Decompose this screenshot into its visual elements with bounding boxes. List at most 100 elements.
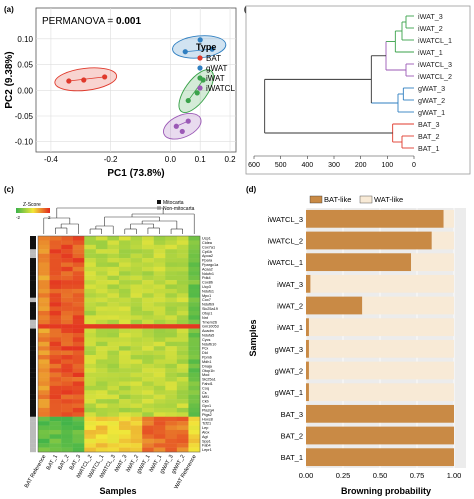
mitocarta-bar-cell xyxy=(30,403,36,409)
heatmap-cell xyxy=(61,403,73,409)
heatmap-cell xyxy=(84,377,97,382)
bat-like-bar-gWAT_3 xyxy=(306,339,309,358)
heatmap-cell xyxy=(95,275,108,281)
heatmap-cell xyxy=(38,403,50,409)
bat-like-bar-iWATCL_2 xyxy=(306,231,432,250)
heatmap-cell xyxy=(38,438,50,444)
heatmap-cell xyxy=(38,284,50,290)
heatmap-cell xyxy=(176,275,189,281)
heatmap-cell xyxy=(165,288,178,294)
heatmap-cell xyxy=(176,306,189,312)
heatmap-cell xyxy=(176,341,189,347)
heatmap-cell xyxy=(72,253,85,259)
heatmap-cell xyxy=(95,390,108,395)
heatmap-cell xyxy=(153,390,166,395)
heatmap-cell xyxy=(49,346,62,351)
heatmap-cell xyxy=(165,341,178,347)
heatmap-cell xyxy=(95,315,108,320)
heatmap-cell xyxy=(95,258,108,263)
browning-x-tick: 0.00 xyxy=(299,471,314,480)
heatmap-row-label: Ndufb9 xyxy=(202,303,214,307)
heatmap-cell xyxy=(84,302,97,307)
mitocarta-bar-cell xyxy=(30,429,36,435)
heatmap-cell xyxy=(84,416,97,422)
heatmap-cell xyxy=(153,332,166,338)
heatmap-row-label: Gpx1 xyxy=(202,404,211,408)
browning-grid xyxy=(305,208,455,468)
heatmap-cell xyxy=(119,244,131,250)
heatmap-cell xyxy=(142,381,154,387)
heatmap-cell xyxy=(130,315,143,320)
bat-like-bar-gWAT_1 xyxy=(306,383,309,402)
heatmap-cell xyxy=(142,310,154,316)
heatmap-cell xyxy=(165,381,178,387)
browning-category-iWATCL_3: iWATCL_3 xyxy=(268,215,303,224)
heatmap-cell xyxy=(49,275,62,281)
heatmap-cell xyxy=(95,412,108,417)
heatmap-cell xyxy=(153,341,166,347)
heatmap-x-label: Samples xyxy=(99,486,136,496)
heatmap-cell xyxy=(72,319,85,325)
heatmap-cell xyxy=(188,293,201,298)
heatmap-cell xyxy=(38,425,50,431)
dendrogram-leaf-iWAT_2: iWAT_2 xyxy=(418,24,443,33)
heatmap-cell xyxy=(153,403,166,409)
heatmap-cell xyxy=(38,368,50,373)
heatmap-cell xyxy=(107,341,120,347)
heatmap-cell xyxy=(61,288,73,294)
heatmap-cell xyxy=(49,271,62,276)
heatmap-cell xyxy=(165,271,178,276)
heatmap-cell xyxy=(176,355,189,360)
heatmap-cell xyxy=(153,407,166,413)
heatmap-cell xyxy=(130,372,143,378)
heatmap-cell xyxy=(176,337,189,342)
heatmap-cell xyxy=(84,341,97,347)
heatmap-cell xyxy=(176,253,189,259)
heatmap-cell xyxy=(84,412,97,417)
heatmap-row-label: Agt xyxy=(202,435,209,439)
heatmap-cell xyxy=(84,244,97,250)
dendrogram-axis-label: 200 xyxy=(355,162,367,169)
heatmap-cell xyxy=(188,434,201,439)
heatmap-cell xyxy=(107,271,120,276)
browning-category-BAT_2: BAT_2 xyxy=(281,432,303,441)
heatmap-cell xyxy=(188,403,201,409)
heatmap-cell xyxy=(142,315,154,320)
heatmap-cell xyxy=(130,438,143,444)
heatmap-cell xyxy=(142,288,154,294)
heatmap-cell xyxy=(95,332,108,338)
heatmap-cell xyxy=(84,381,97,387)
heatmap-cell xyxy=(130,253,143,259)
bat-like-legend-swatch xyxy=(309,195,323,204)
heatmap-cell xyxy=(188,244,201,250)
heatmap-cell xyxy=(95,288,108,294)
bat-like-bar-BAT_1 xyxy=(306,448,454,467)
heatmap-cell xyxy=(119,297,131,303)
heatmap-cell xyxy=(188,236,201,241)
heatmap-cell xyxy=(176,328,189,334)
heatmap-cell xyxy=(61,324,73,329)
heatmap-cell xyxy=(188,416,201,422)
heatmap-cell xyxy=(165,258,178,263)
heatmap-cell xyxy=(72,302,85,307)
heatmap-row-label: Cidea xyxy=(202,241,213,245)
heatmap-cell xyxy=(142,302,154,307)
heatmap-row-label: Ucp1 xyxy=(202,237,211,241)
heatmap-cell xyxy=(84,434,97,439)
heatmap-cell xyxy=(84,350,97,356)
heatmap-cell xyxy=(49,416,62,422)
heatmap-cell xyxy=(49,399,62,404)
mitocarta-bar-cell xyxy=(30,328,36,334)
heatmap-row-label: Mpc1 xyxy=(202,294,211,298)
heatmap-cell xyxy=(188,429,201,435)
heatmap-cell xyxy=(38,434,50,439)
heatmap-cell xyxy=(72,271,85,276)
dendrogram-leaf-gWAT_2: gWAT_2 xyxy=(418,96,445,105)
heatmap-cell xyxy=(176,350,189,356)
heatmap-cell xyxy=(165,425,178,431)
heatmap-cell xyxy=(61,346,73,351)
heatmap-cell xyxy=(38,275,50,281)
mitocarta-bar-cell xyxy=(30,275,36,281)
heatmap-cell xyxy=(49,332,62,338)
heatmap-cell xyxy=(142,244,154,250)
